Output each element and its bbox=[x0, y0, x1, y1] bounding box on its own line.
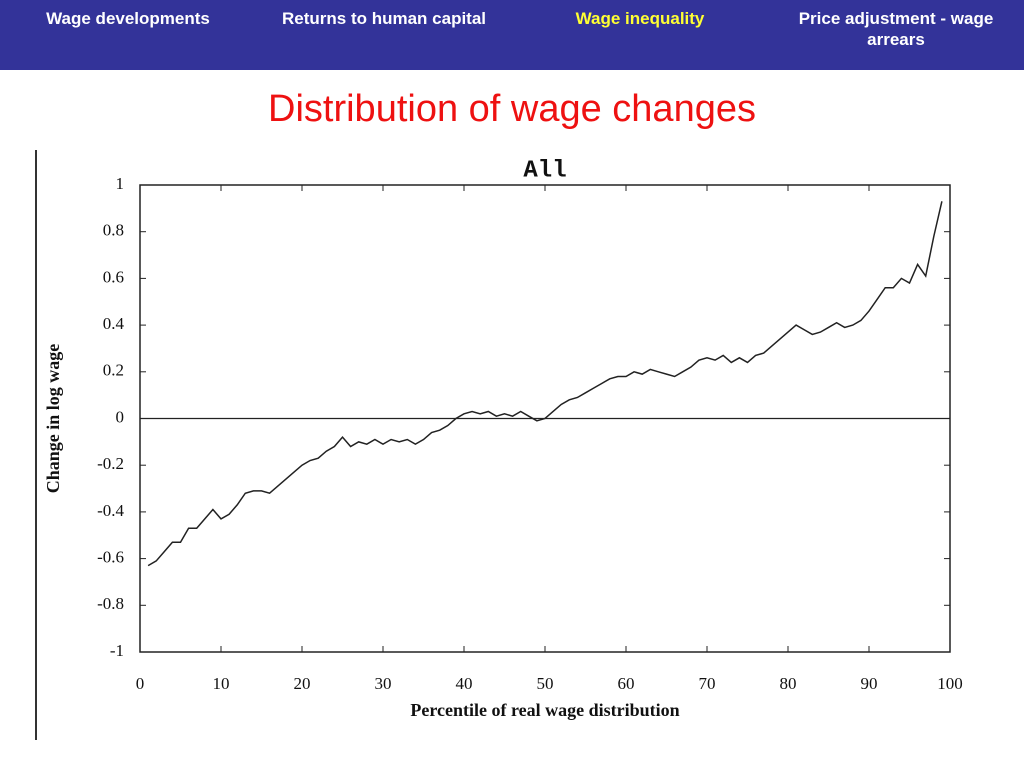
x-tick-label: 60 bbox=[618, 674, 635, 693]
x-tick-label: 90 bbox=[861, 674, 878, 693]
y-tick-label: 1 bbox=[116, 174, 125, 193]
y-tick-label: -0.6 bbox=[97, 548, 124, 567]
y-tick-label: 0.8 bbox=[103, 221, 124, 240]
x-tick-label: 40 bbox=[456, 674, 473, 693]
nav-bar: Wage developments Returns to human capita… bbox=[0, 0, 1024, 70]
y-tick-label: -0.8 bbox=[97, 594, 124, 613]
x-tick-label: 80 bbox=[780, 674, 797, 693]
data-line bbox=[147, 201, 943, 567]
y-tick-label: -0.2 bbox=[97, 454, 124, 473]
y-tick-label: 0.2 bbox=[103, 361, 124, 380]
y-axis-label: Change in log wage bbox=[43, 344, 63, 494]
nav-item[interactable]: Wage inequality bbox=[575, 9, 705, 28]
x-tick-label: 50 bbox=[537, 674, 554, 693]
x-tick-label: 10 bbox=[213, 674, 230, 693]
nav-item[interactable]: Price adjustment - wage arrears bbox=[798, 9, 994, 49]
y-tick-label: 0.4 bbox=[103, 314, 125, 333]
nav-item[interactable]: Returns to human capital bbox=[281, 9, 487, 28]
x-tick-label: 0 bbox=[136, 674, 145, 693]
chart-title: All bbox=[523, 157, 566, 184]
y-tick-label: 0 bbox=[116, 407, 125, 426]
x-tick-label: 70 bbox=[699, 674, 716, 693]
y-tick-label: 0.6 bbox=[103, 267, 124, 286]
nav-item[interactable]: Wage developments bbox=[46, 9, 210, 28]
x-tick-label: 100 bbox=[937, 674, 963, 693]
x-tick-label: 20 bbox=[294, 674, 311, 693]
y-tick-label: -0.4 bbox=[97, 501, 124, 520]
heading: Distribution of wage changes bbox=[268, 88, 756, 130]
x-tick-label: 30 bbox=[375, 674, 392, 693]
y-tick-label: -1 bbox=[110, 641, 124, 660]
x-axis-label: Percentile of real wage distribution bbox=[410, 700, 679, 720]
